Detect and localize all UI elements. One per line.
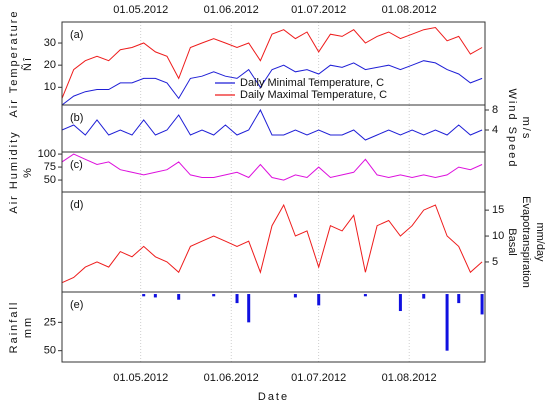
y-tick-label: 15 — [492, 204, 504, 216]
y-axis-label: m/s — [520, 117, 532, 141]
data-line — [61, 153, 483, 181]
panel-frame — [61, 191, 486, 293]
bar — [247, 294, 251, 323]
y-tick-label: 25 — [44, 316, 56, 328]
y-tick-label: 5 — [492, 256, 498, 268]
y-tick-label: 30 — [44, 37, 56, 49]
y-tick-label: 8 — [492, 104, 498, 116]
data-line — [61, 203, 483, 284]
bar — [293, 294, 297, 298]
x-tick-label: 01.05.2012 — [113, 4, 168, 16]
y-axis-label: Air Humidity — [8, 130, 20, 213]
panel-label: (d) — [70, 199, 83, 211]
data-line — [61, 108, 483, 141]
bar — [142, 294, 146, 297]
y-tick-label: 50 — [44, 174, 56, 186]
y-axis-label: Air Temperature — [8, 9, 20, 117]
x-axis-label: Date — [258, 391, 289, 403]
x-tick-label: 01.05.2012 — [113, 372, 168, 384]
x-tick-label: 01.07.2012 — [291, 372, 346, 384]
legend-label: Daily Maximal Temperature, C — [240, 89, 387, 101]
y-axis-label: Rainfall — [8, 301, 20, 354]
x-tick-label: 01.06.2012 — [204, 4, 259, 16]
panel-label: (c) — [70, 159, 83, 171]
bar — [445, 294, 449, 351]
x-tick-label: 01.07.2012 — [291, 4, 346, 16]
y-axis-label: Basal — [506, 228, 518, 256]
y-tick-label: 100 — [38, 148, 56, 160]
bar — [422, 294, 426, 299]
y-tick-label: 4 — [492, 124, 498, 136]
bar — [177, 294, 181, 300]
y-axis-label: mm/day — [534, 222, 546, 262]
panel-label: (e) — [70, 299, 83, 311]
x-tick-label: 01.08.2012 — [382, 4, 437, 16]
y-axis-label: Evapotranspiration — [520, 196, 532, 288]
bar — [212, 294, 216, 297]
panel-label: (b) — [70, 112, 83, 124]
y-tick-label: 20 — [44, 59, 56, 71]
bar — [398, 294, 402, 312]
bar — [235, 294, 239, 304]
y-tick-label: 10 — [44, 81, 56, 93]
bar — [363, 294, 367, 297]
bar — [153, 294, 157, 298]
y-axis-label: mm — [22, 316, 34, 338]
bar — [317, 294, 321, 306]
y-axis-label: % — [22, 166, 34, 178]
legend-label: Daily Minimal Temperature, C — [240, 77, 384, 89]
y-tick-label: 10 — [492, 230, 504, 242]
panel-label: (a) — [70, 29, 83, 41]
data-line — [61, 26, 483, 99]
y-axis-label: Ñî — [21, 56, 34, 71]
y-tick-label: 75 — [44, 161, 56, 173]
y-tick-label: 50 — [44, 345, 56, 357]
x-tick-label: 01.06.2012 — [204, 372, 259, 384]
panel-frame — [61, 291, 486, 363]
y-axis-label: Wind Speed — [506, 89, 518, 169]
x-tick-label: 01.08.2012 — [382, 372, 437, 384]
data-line — [61, 60, 483, 106]
bar — [480, 294, 484, 315]
panel-frame — [61, 151, 486, 193]
panel-frame — [61, 104, 486, 153]
bar — [457, 294, 461, 304]
